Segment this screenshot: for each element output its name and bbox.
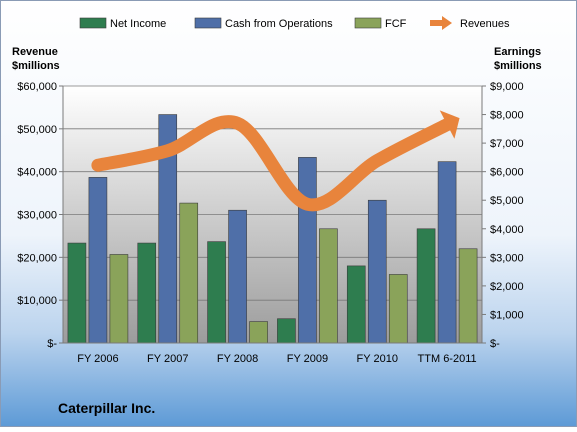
revenues-line <box>91 115 454 212</box>
legend-label: Cash from Operations <box>225 18 333 30</box>
chart-title: Caterpillar Inc. <box>58 400 155 416</box>
bar-fcf <box>388 274 408 344</box>
left-axis-label-line2: $millions <box>12 60 60 72</box>
bar-cash-from-operations <box>228 209 247 344</box>
left-axis-tick-label: $40,000 <box>17 167 57 179</box>
bar-fcf <box>458 248 478 344</box>
x-axis-category-label: FY 2010 <box>357 353 398 365</box>
right-axis-tick-label: $6,000 <box>490 167 524 179</box>
bar-net-income <box>346 265 366 344</box>
right-axis-label-line1: Earnings <box>494 46 541 58</box>
right-axis-label-line2: $millions <box>494 60 542 72</box>
legend-label: FCF <box>385 18 407 30</box>
legend-swatch <box>354 17 382 29</box>
bar-cash-from-operations <box>437 161 457 344</box>
left-axis-tick-label: $60,000 <box>17 81 57 93</box>
bar-cash-from-operations <box>298 157 317 344</box>
bar-net-income <box>137 242 157 344</box>
left-axis-tick-label: $10,000 <box>17 295 57 307</box>
bar-cash-from-operations <box>367 199 387 344</box>
bar-net-income <box>277 318 296 344</box>
x-axis-category-label: FY 2006 <box>77 353 118 365</box>
legend-swatch-arrowhead <box>442 16 452 30</box>
right-axis-tick-label: $4,000 <box>490 224 524 236</box>
right-axis-tick-label: $1,000 <box>490 309 524 321</box>
legend-label: Revenues <box>460 18 510 30</box>
right-axis-tick-label: $8,000 <box>490 110 524 122</box>
x-axis-category-label: FY 2008 <box>217 353 258 365</box>
right-axis-tick-label: $9,000 <box>490 81 524 93</box>
bar-net-income <box>416 228 436 344</box>
right-axis-tick-label: $2,000 <box>490 281 524 293</box>
left-axis-tick-label: $50,000 <box>17 124 57 136</box>
bar-fcf <box>319 228 338 344</box>
bar-net-income <box>67 242 87 344</box>
left-axis-tick-label: $20,000 <box>17 252 57 264</box>
x-axis-category-label: FY 2007 <box>147 353 188 365</box>
right-axis-tick-label: $3,000 <box>490 252 524 264</box>
legend-label: Net Income <box>110 18 166 30</box>
right-axis-tick-label: $- <box>490 338 500 350</box>
left-axis-tick-label: $30,000 <box>17 210 57 222</box>
legend-swatch <box>194 17 222 29</box>
bar-fcf <box>109 254 129 344</box>
bar-cash-from-operations <box>88 177 108 344</box>
right-axis-tick-label: $7,000 <box>490 138 524 150</box>
bar-fcf <box>249 321 268 344</box>
x-axis-category-label: FY 2009 <box>287 353 328 365</box>
left-axis-label-line1: Revenue <box>12 46 58 58</box>
legend-swatch <box>79 17 107 29</box>
revenues-line-arrowhead <box>439 110 460 139</box>
right-axis-tick-label: $5,000 <box>490 195 524 207</box>
legend: Net Income Cash from Operations FCF Revenue… <box>79 16 510 30</box>
left-axis-tick-label: $- <box>47 338 57 350</box>
x-axis-category-label: TTM 6-2011 <box>418 353 477 365</box>
bar-net-income <box>207 241 226 344</box>
bar-fcf <box>179 202 199 344</box>
